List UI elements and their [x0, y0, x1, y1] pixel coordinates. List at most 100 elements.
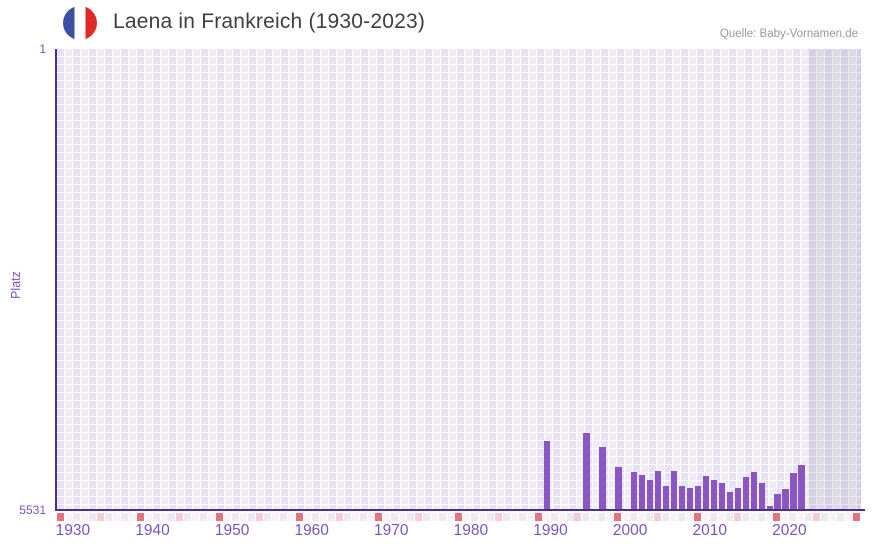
x-tick-label-2000: 2000: [612, 522, 648, 539]
bar-2016: [750, 472, 757, 509]
strip-cell-1953: [248, 513, 255, 521]
bar-2015: [742, 477, 749, 509]
strip-cell-1938: [128, 513, 136, 521]
strip-cell-2002: [638, 513, 646, 521]
bar-2009: [694, 486, 702, 509]
bar-1995: [583, 433, 590, 509]
strip-cell-1960: [303, 513, 311, 521]
strip-cell-1991: [550, 513, 558, 521]
strip-cell-2009: [693, 513, 701, 521]
strip-cell-1954: [256, 513, 263, 521]
bar-2012: [718, 483, 726, 509]
strip-cell-2016: [749, 513, 757, 521]
bar-2005: [663, 486, 670, 509]
x-tick-label-2010: 2010: [692, 522, 728, 539]
strip-cell-1974: [415, 513, 423, 521]
strip-cell-2000: [622, 513, 630, 521]
x-tick-label-1940: 1940: [135, 522, 170, 539]
strip-cell-1945: [184, 513, 192, 521]
strip-cell-2012: [717, 513, 725, 521]
strip-cell-2014: [733, 513, 741, 521]
strip-cell-2019: [773, 513, 781, 521]
strip-cell-2015: [741, 513, 749, 521]
bar-2013: [726, 492, 734, 509]
plot-area: [57, 49, 861, 509]
strip-cell-1976: [431, 513, 439, 521]
strip-cell-1948: [208, 513, 216, 521]
strip-cell-1958: [287, 513, 295, 521]
strip-cell-1963: [327, 513, 335, 521]
strip-cell-2018: [765, 513, 773, 521]
strip-cell-2004: [654, 513, 661, 521]
strip-cell-1949: [216, 513, 224, 521]
strip-cell-2023: [805, 513, 813, 521]
strip-cell-1937: [120, 513, 128, 521]
bar-2021: [790, 472, 797, 509]
bar-2014: [734, 488, 741, 509]
strip-cell-1968: [367, 513, 375, 521]
strip-cell-1962: [319, 513, 327, 521]
strip-cell-1932: [80, 513, 88, 521]
strip-cell-2017: [757, 513, 765, 521]
strip-cell-2025: [821, 513, 829, 521]
strip-cell-2007: [677, 513, 685, 521]
x-axis-line: [55, 509, 865, 511]
strip-cell-1971: [391, 513, 399, 521]
y-axis-title: Platz: [9, 271, 23, 299]
chart-title: Laena in Frankreich (1930-2023): [113, 10, 426, 33]
bar-2018: [766, 505, 773, 509]
strip-cell-1979: [455, 513, 462, 521]
strip-cell-1990: [542, 513, 550, 521]
strip-cell-1965: [343, 513, 351, 521]
y-axis-line: [55, 49, 57, 511]
strip-cell-1989: [534, 513, 542, 521]
strip-cell-1931: [72, 513, 80, 521]
strip-cell-2011: [709, 513, 717, 521]
strip-cell-1956: [271, 513, 279, 521]
strip-cell-2021: [789, 513, 797, 521]
strip-cell-1951: [232, 513, 240, 521]
strip-cell-1982: [478, 513, 486, 521]
strip-cell-1996: [590, 513, 598, 521]
strip-cell-1952: [240, 513, 248, 521]
x-tick-label-2020: 2020: [772, 522, 807, 539]
strip-cell-1940: [144, 513, 152, 521]
strip-cell-1986: [510, 513, 518, 521]
no-data-shade: [807, 49, 861, 509]
strip-cell-1964: [335, 513, 343, 521]
y-tick-bottom: 5531: [19, 503, 46, 517]
strip-cell-1970: [383, 513, 391, 521]
france-flag-icon: [63, 6, 97, 40]
strip-cell-1993: [566, 513, 574, 521]
bar-2002: [639, 475, 646, 509]
strip-cell-1933: [88, 513, 96, 521]
strip-cell-2010: [701, 513, 709, 521]
x-tick-label-1960: 1960: [294, 522, 329, 539]
strip-cell-1973: [407, 513, 415, 521]
bar-2006: [671, 471, 678, 509]
strip-cell-2027: [837, 513, 845, 521]
strip-cell-1930: [65, 513, 72, 521]
strip-cell-1987: [518, 513, 526, 521]
bar-2022: [798, 464, 805, 509]
strip-cell-1967: [359, 513, 367, 521]
strip-cell-2022: [797, 513, 805, 521]
strip-cell-1947: [200, 513, 208, 521]
bar-2011: [710, 480, 718, 509]
strip-cell-2020: [781, 513, 789, 521]
strip-cell-1946: [192, 513, 200, 521]
strip-cell-1988: [526, 513, 534, 521]
strip-cell-1981: [470, 513, 478, 521]
bar-2010: [702, 476, 710, 509]
strip-cell-2006: [670, 513, 677, 521]
strip-cell-2026: [829, 513, 837, 521]
x-tick-labels: 1930 1940 1950 1960 1970 1980 1990 2000 2010 2020: [55, 522, 861, 542]
strip-cell-1935: [104, 513, 112, 521]
bar-1997: [599, 446, 606, 509]
x-tick-label-1930: 1930: [55, 522, 91, 539]
x-tick-label-1970: 1970: [374, 522, 409, 539]
strip-cell-2013: [725, 513, 733, 521]
x-tick-label-1980: 1980: [453, 522, 489, 539]
strip-cell-1972: [399, 513, 407, 521]
